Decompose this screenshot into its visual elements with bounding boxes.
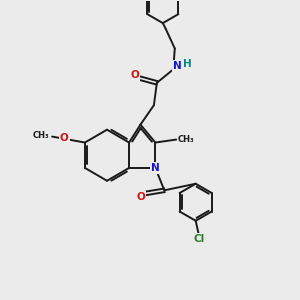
Text: Cl: Cl	[193, 234, 204, 244]
Text: O: O	[60, 133, 69, 143]
Text: CH₃: CH₃	[178, 135, 194, 144]
Text: O: O	[131, 70, 140, 80]
Text: O: O	[137, 192, 146, 202]
Text: N: N	[151, 163, 160, 173]
Text: CH₃: CH₃	[33, 130, 49, 140]
Text: H: H	[183, 59, 192, 69]
Text: N: N	[172, 61, 181, 71]
